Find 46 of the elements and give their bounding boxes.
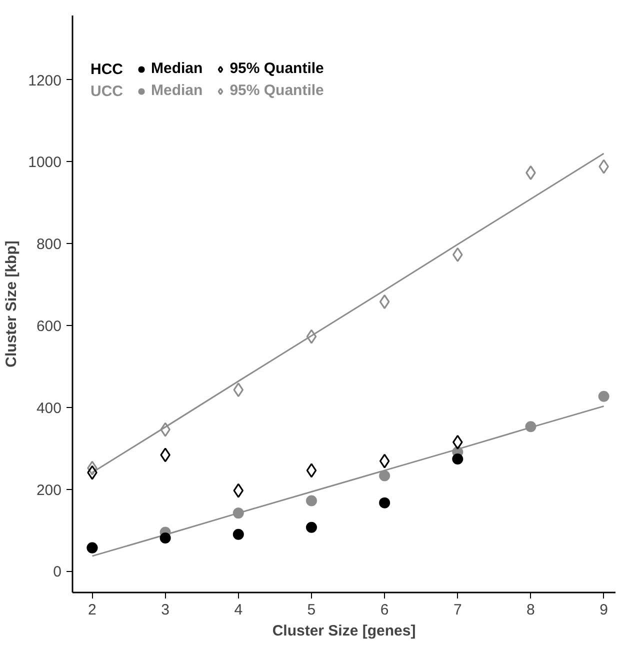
point bbox=[525, 421, 536, 432]
legend-label: Median bbox=[151, 60, 203, 77]
x-tick-label: 9 bbox=[600, 602, 608, 618]
y-tick-label: 400 bbox=[36, 400, 62, 417]
x-tick-label: 7 bbox=[453, 602, 462, 618]
legend-label: 95% Quantile bbox=[230, 60, 324, 77]
point bbox=[379, 294, 390, 310]
x-tick-label: 5 bbox=[307, 602, 316, 618]
point bbox=[379, 470, 390, 482]
point bbox=[306, 522, 317, 533]
y-tick-label: 200 bbox=[36, 482, 62, 499]
annotation: UCC bbox=[90, 83, 124, 100]
x-tick-label: 2 bbox=[88, 602, 96, 618]
point bbox=[452, 247, 463, 262]
x-tick-label: 4 bbox=[234, 602, 243, 618]
point bbox=[598, 390, 610, 402]
y-tick-label: 800 bbox=[36, 236, 62, 254]
y-tick-label: 1200 bbox=[28, 72, 62, 90]
x-axis-title: Cluster Size [genes] bbox=[272, 622, 416, 640]
y-axis-title: Cluster Size [kbp] bbox=[3, 240, 20, 368]
point bbox=[87, 460, 98, 476]
y-tick-label: 0 bbox=[53, 564, 62, 581]
point bbox=[452, 454, 464, 464]
x-tick-label: 6 bbox=[380, 602, 389, 618]
y-tick-label: 600 bbox=[36, 318, 62, 335]
y-tick-label: 1000 bbox=[28, 154, 62, 172]
x-tick-label: 8 bbox=[526, 602, 535, 618]
point bbox=[87, 465, 98, 480]
point bbox=[598, 159, 609, 174]
x-tick-label: 3 bbox=[161, 602, 170, 618]
legend-label: 95% Quantile bbox=[230, 82, 324, 99]
point bbox=[160, 532, 171, 544]
point bbox=[160, 422, 170, 437]
annotation: HCC bbox=[90, 61, 124, 78]
point bbox=[233, 483, 244, 498]
point bbox=[233, 382, 244, 398]
point bbox=[306, 463, 317, 478]
point bbox=[232, 528, 244, 540]
point bbox=[379, 497, 390, 508]
point bbox=[306, 329, 317, 344]
point bbox=[232, 508, 244, 519]
point bbox=[306, 495, 317, 506]
legend-label: Median bbox=[151, 82, 203, 99]
line-series bbox=[91, 405, 605, 557]
point bbox=[379, 454, 390, 468]
point bbox=[160, 448, 170, 462]
